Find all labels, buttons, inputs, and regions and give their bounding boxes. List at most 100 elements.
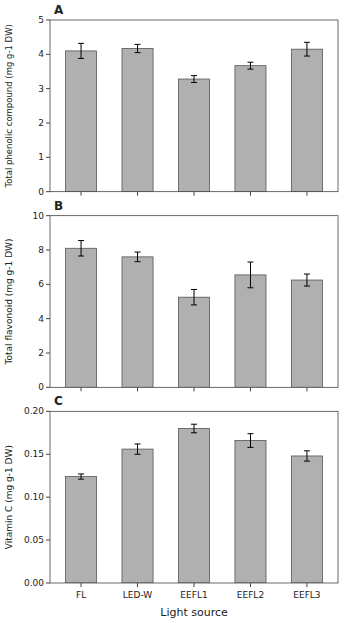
y-tick-label: 0.20	[24, 406, 44, 416]
plot-background	[50, 20, 338, 192]
x-tick-label: EEFL3	[293, 590, 320, 600]
error-bar	[78, 43, 84, 58]
y-tick	[46, 215, 50, 216]
bar	[66, 248, 97, 387]
bar	[291, 280, 322, 387]
x-tick	[137, 192, 138, 196]
bar	[66, 51, 97, 192]
bar	[291, 49, 322, 191]
y-tick-label: 4	[38, 314, 44, 324]
x-axis-label: Light source	[160, 606, 228, 619]
bar	[178, 429, 209, 584]
y-tick-label: 10	[33, 211, 45, 221]
panel: 012345Total phenolic compound (mg g-1 DW…	[4, 3, 338, 197]
bars	[66, 42, 323, 191]
chart-root: 012345Total phenolic compound (mg g-1 DW…	[0, 0, 346, 623]
error-bar	[304, 274, 310, 286]
error-bar	[191, 424, 197, 433]
y-tick	[46, 583, 50, 584]
panel: 0.00 0.05 0.10 0.15 0.20 FL LED-W EEFL1 EEFL2 EEF…	[4, 394, 338, 619]
y-tick	[46, 157, 50, 158]
x-tick-label: LED-W	[123, 590, 153, 600]
x-tick	[306, 192, 307, 196]
x-tick	[306, 583, 307, 587]
y-tick-label: 2	[38, 348, 44, 358]
y-tick	[46, 318, 50, 319]
y-tick-label: 2	[38, 118, 44, 128]
plot-frame	[50, 216, 338, 388]
bars	[66, 424, 323, 583]
y-tick	[46, 353, 50, 354]
bars	[66, 241, 323, 388]
y-tick-label: 0.05	[24, 535, 44, 545]
y-tick	[46, 191, 50, 192]
y-tick-label: 1	[38, 152, 44, 162]
y-tick	[46, 250, 50, 251]
bar	[122, 48, 153, 191]
x-tick-label: EEFL1	[180, 590, 207, 600]
bar	[235, 275, 266, 387]
bar	[122, 257, 153, 387]
y-axis-label: Total flavonoid (mg g-1 DW)	[4, 239, 14, 366]
y-tick-label: 0.15	[24, 449, 44, 459]
error-bar	[247, 62, 253, 69]
error-bar	[247, 434, 253, 448]
error-bar	[304, 451, 310, 461]
y-tick-label: 6	[38, 279, 44, 289]
panel-label: B	[54, 199, 63, 213]
plot-background	[50, 216, 338, 388]
error-bar	[78, 241, 84, 256]
plot-frame	[50, 411, 338, 583]
x-tick	[250, 583, 251, 587]
y-tick-label: 0	[38, 187, 44, 197]
bar	[235, 66, 266, 192]
y-tick	[46, 88, 50, 89]
panel: 0 2 4 6 8 10 Total flavonoid (mg g-1 DW) B	[4, 199, 338, 393]
error-bar	[247, 262, 253, 288]
y-tick-label: 8	[38, 245, 44, 255]
bar	[178, 297, 209, 387]
y-tick-label: 4	[38, 49, 44, 59]
y-tick	[46, 540, 50, 541]
y-tick-label: 0	[38, 382, 44, 392]
y-tick-label: 0.00	[24, 578, 44, 588]
y-tick	[46, 20, 50, 21]
x-tick	[194, 192, 195, 196]
x-tick	[194, 583, 195, 587]
error-bar	[135, 444, 141, 454]
error-bar	[191, 289, 197, 304]
y-tick	[46, 411, 50, 412]
y-tick	[46, 284, 50, 285]
x-tick-label: EEFL2	[237, 590, 264, 600]
x-tick	[81, 387, 82, 391]
bar	[66, 477, 97, 583]
bar	[235, 441, 266, 583]
bar	[291, 456, 322, 583]
x-tick-label: FL	[76, 590, 86, 600]
y-tick	[46, 497, 50, 498]
error-bar	[304, 42, 310, 56]
y-axis-label: Vitamin C (mg g-1 DW)	[4, 445, 14, 549]
x-tick	[250, 192, 251, 196]
y-tick	[46, 454, 50, 455]
y-tick	[46, 123, 50, 124]
x-tick	[137, 387, 138, 391]
error-bar	[191, 76, 197, 83]
x-tick	[81, 583, 82, 587]
error-bar	[135, 252, 141, 262]
y-axis-label: Total phenolic compound (mg g-1 DW)	[4, 24, 14, 188]
x-tick	[137, 583, 138, 587]
plot-frame	[50, 20, 338, 192]
y-tick-label: 3	[38, 84, 44, 94]
plot-background	[50, 411, 338, 583]
x-tick	[81, 192, 82, 196]
y-tick-label: 0.10	[24, 492, 44, 502]
x-tick	[250, 387, 251, 391]
error-bar	[135, 44, 141, 52]
bar	[178, 79, 209, 192]
panel-label: C	[54, 394, 63, 408]
panel-label: A	[54, 3, 64, 17]
bar	[122, 449, 153, 583]
x-tick	[194, 387, 195, 391]
error-bar	[78, 474, 84, 479]
